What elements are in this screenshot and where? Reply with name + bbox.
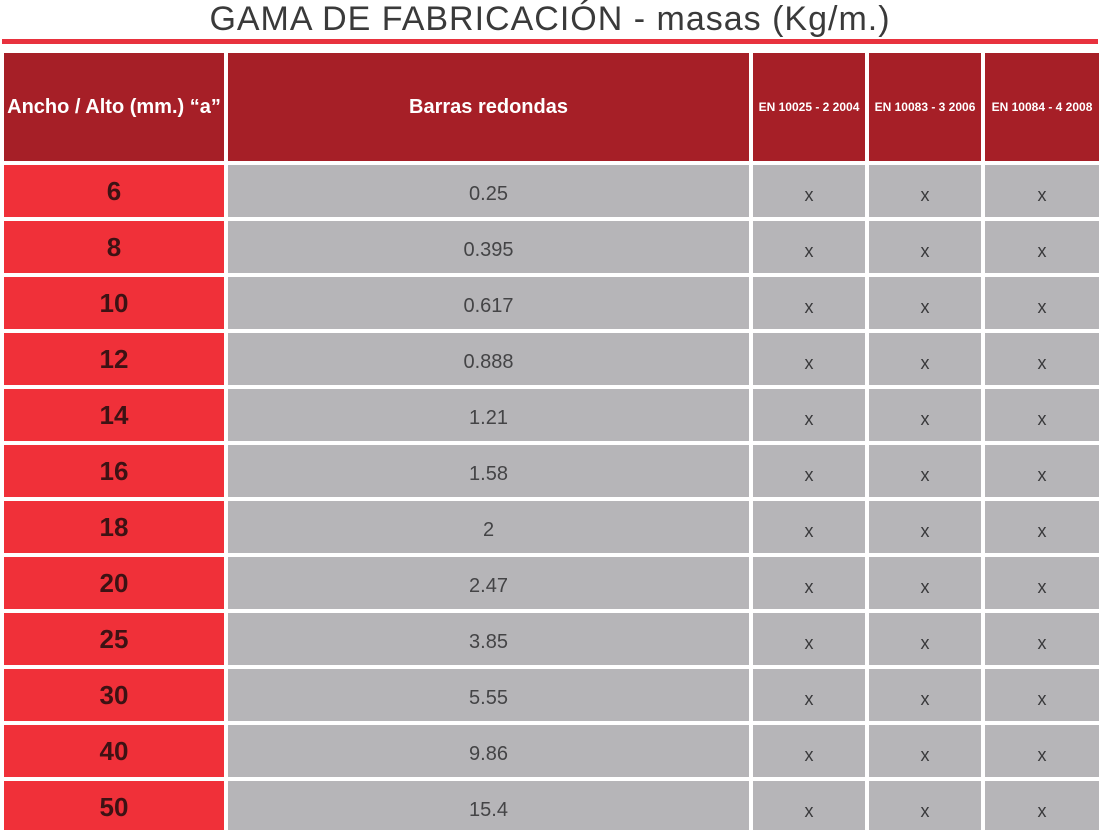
row-standard-2-mark: x: [869, 333, 981, 385]
row-size-cell: 8: [4, 221, 224, 273]
row-standard-3-mark: x: [985, 221, 1099, 273]
header-standard-3: EN 10084 - 4 2008: [985, 53, 1099, 161]
row-standard-1-mark: x: [753, 389, 865, 441]
row-size-cell: 30: [4, 669, 224, 721]
row-mass-cell: 9.86: [228, 725, 749, 777]
row-standard-3-mark: x: [985, 165, 1099, 217]
row-standard-3-mark: x: [985, 557, 1099, 609]
row-standard-1-mark: x: [753, 557, 865, 609]
row-standard-2-mark: x: [869, 669, 981, 721]
row-mass-cell: 1.58: [228, 445, 749, 497]
row-size-cell: 18: [4, 501, 224, 553]
row-standard-1-mark: x: [753, 781, 865, 830]
row-standard-2-mark: x: [869, 445, 981, 497]
row-standard-1-mark: x: [753, 725, 865, 777]
header-round-bars: Barras redondas: [228, 53, 749, 161]
row-standard-2-mark: x: [869, 221, 981, 273]
row-mass-cell: 5.55: [228, 669, 749, 721]
row-size-cell: 50: [4, 781, 224, 830]
row-standard-1-mark: x: [753, 613, 865, 665]
row-standard-1-mark: x: [753, 445, 865, 497]
row-size-cell: 6: [4, 165, 224, 217]
header-standard-2: EN 10083 - 3 2006: [869, 53, 981, 161]
row-standard-2-mark: x: [869, 725, 981, 777]
row-size-cell: 14: [4, 389, 224, 441]
row-standard-2-mark: x: [869, 501, 981, 553]
row-mass-cell: 15.4: [228, 781, 749, 830]
row-mass-cell: 0.617: [228, 277, 749, 329]
row-size-cell: 12: [4, 333, 224, 385]
row-standard-1-mark: x: [753, 165, 865, 217]
row-standard-1-mark: x: [753, 221, 865, 273]
row-size-cell: 10: [4, 277, 224, 329]
header-size: Ancho / Alto (mm.) “a”: [4, 53, 224, 161]
page-title: GAMA DE FABRICACIÓN - masas (Kg/m.): [209, 0, 891, 38]
row-standard-3-mark: x: [985, 445, 1099, 497]
row-standard-2-mark: x: [869, 165, 981, 217]
row-standard-3-mark: x: [985, 781, 1099, 830]
row-size-cell: 20: [4, 557, 224, 609]
row-standard-1-mark: x: [753, 333, 865, 385]
row-mass-cell: 0.395: [228, 221, 749, 273]
row-standard-1-mark: x: [753, 669, 865, 721]
row-standard-3-mark: x: [985, 389, 1099, 441]
row-size-cell: 40: [4, 725, 224, 777]
row-standard-3-mark: x: [985, 725, 1099, 777]
row-size-cell: 25: [4, 613, 224, 665]
mass-table: Ancho / Alto (mm.) “a” Barras redondas E…: [4, 53, 1099, 830]
row-standard-2-mark: x: [869, 277, 981, 329]
row-mass-cell: 0.25: [228, 165, 749, 217]
row-standard-3-mark: x: [985, 501, 1099, 553]
row-standard-3-mark: x: [985, 277, 1099, 329]
row-mass-cell: 2: [228, 501, 749, 553]
title-divider: [2, 39, 1098, 44]
row-mass-cell: 3.85: [228, 613, 749, 665]
row-mass-cell: 2.47: [228, 557, 749, 609]
row-standard-2-mark: x: [869, 781, 981, 830]
row-standard-1-mark: x: [753, 501, 865, 553]
row-size-cell: 16: [4, 445, 224, 497]
header-standard-1: EN 10025 - 2 2004: [753, 53, 865, 161]
row-mass-cell: 1.21: [228, 389, 749, 441]
row-standard-3-mark: x: [985, 613, 1099, 665]
row-standard-3-mark: x: [985, 333, 1099, 385]
row-standard-2-mark: x: [869, 557, 981, 609]
row-mass-cell: 0.888: [228, 333, 749, 385]
row-standard-3-mark: x: [985, 669, 1099, 721]
row-standard-2-mark: x: [869, 389, 981, 441]
row-standard-2-mark: x: [869, 613, 981, 665]
row-standard-1-mark: x: [753, 277, 865, 329]
